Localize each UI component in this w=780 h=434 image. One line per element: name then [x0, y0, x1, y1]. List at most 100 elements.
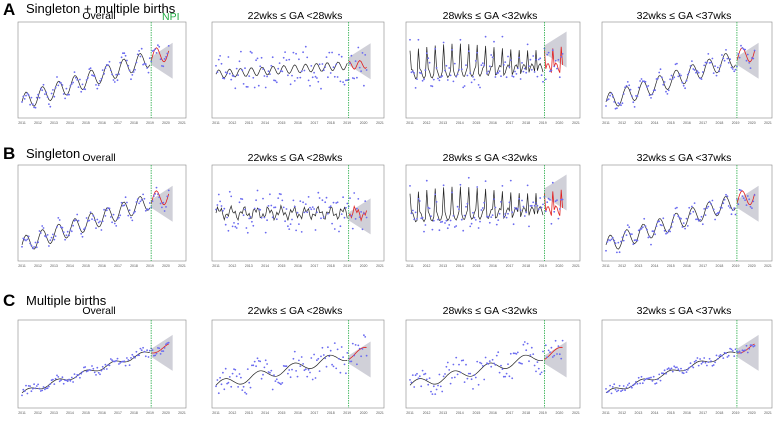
- x-tick-label: 2014: [261, 264, 269, 268]
- observed-point: [484, 35, 487, 38]
- observed-point: [483, 201, 486, 204]
- observed-point: [519, 362, 522, 365]
- x-tick-label: 2015: [82, 264, 90, 268]
- observed-point: [523, 215, 526, 217]
- observed-point: [474, 60, 477, 62]
- observed-point: [493, 198, 495, 200]
- observed-point: [299, 76, 302, 79]
- observed-point: [89, 369, 92, 372]
- observed-point: [53, 95, 56, 98]
- observed-point: [490, 216, 493, 218]
- x-tick-label: 2021: [764, 411, 772, 415]
- observed-point: [278, 382, 281, 385]
- observed-point: [291, 74, 293, 77]
- observed-point: [651, 93, 654, 96]
- observed-point: [346, 202, 349, 205]
- observed-point: [270, 64, 273, 67]
- x-tick-label: 2020: [162, 121, 170, 125]
- x-tick-label: 2014: [456, 411, 464, 415]
- x-tick-label: 2020: [748, 264, 756, 268]
- observed-point: [715, 354, 718, 357]
- observed-point: [293, 205, 296, 208]
- observed-point: [697, 219, 700, 222]
- observed-point: [275, 218, 278, 221]
- observed-point: [324, 357, 327, 360]
- observed-point: [544, 78, 547, 81]
- fitted-line: [215, 61, 348, 79]
- chart-panel-b-1: Overall 2011 2012 2013 2014 2015 2016 2017 2018 2…: [8, 152, 190, 275]
- observed-point: [127, 214, 130, 217]
- row-a-title: Singleton + multiple births: [26, 1, 176, 16]
- observed-point: [633, 383, 636, 386]
- plot-frame: [601, 21, 773, 119]
- observed-point: [494, 364, 497, 366]
- x-tick-label: 2020: [556, 411, 564, 415]
- observed-point: [288, 228, 291, 230]
- observed-point: [640, 375, 643, 378]
- observed-point: [472, 76, 474, 78]
- observed-point: [162, 201, 165, 204]
- observed-point: [154, 48, 157, 50]
- observed-point: [533, 364, 536, 367]
- observed-point: [546, 356, 549, 358]
- observed-point: [61, 376, 64, 379]
- observed-point: [444, 69, 446, 72]
- observed-point: [483, 64, 486, 67]
- observed-point: [116, 79, 119, 82]
- observed-point: [266, 363, 268, 365]
- observed-point: [27, 235, 30, 238]
- observed-point: [631, 386, 633, 389]
- observed-point: [284, 365, 286, 368]
- observed-point: [135, 61, 138, 64]
- observed-point: [103, 368, 105, 370]
- observed-point: [425, 52, 428, 55]
- observed-point: [689, 362, 692, 365]
- observed-point: [641, 226, 644, 229]
- observed-point: [609, 239, 611, 242]
- observed-point: [356, 76, 358, 79]
- observed-point: [306, 375, 309, 378]
- observed-point: [31, 387, 34, 390]
- observed-point: [470, 222, 473, 225]
- observed-point: [87, 77, 89, 79]
- observed-point: [316, 77, 318, 79]
- plot-frame: [17, 164, 187, 262]
- observed-point: [44, 388, 46, 391]
- observed-point: [223, 207, 226, 210]
- observed-point: [118, 216, 120, 219]
- observed-point: [363, 212, 365, 215]
- observed-point: [507, 55, 509, 58]
- observed-point: [696, 70, 699, 72]
- observed-point: [684, 369, 686, 371]
- observed-point: [217, 58, 220, 61]
- observed-point: [81, 371, 84, 373]
- observed-point: [57, 376, 60, 378]
- observed-point: [228, 190, 231, 193]
- observed-point: [289, 83, 292, 86]
- observed-point: [353, 77, 356, 80]
- observed-point: [248, 381, 251, 384]
- observed-point: [42, 227, 45, 229]
- observed-point: [695, 71, 697, 74]
- observed-point: [30, 390, 33, 393]
- observed-point: [327, 346, 329, 349]
- observed-point: [431, 393, 434, 395]
- observed-point: [296, 77, 299, 79]
- observed-point: [263, 216, 266, 219]
- observed-point: [255, 365, 257, 368]
- observed-point: [438, 229, 441, 232]
- panel-title: 32wks ≤ GA <37wks: [636, 152, 732, 164]
- observed-point: [69, 85, 72, 87]
- x-tick-label: 2013: [439, 121, 447, 125]
- observed-point: [738, 56, 741, 59]
- observed-point: [669, 230, 671, 233]
- observed-point: [92, 74, 95, 77]
- observed-point: [731, 68, 734, 70]
- observed-point: [57, 84, 60, 87]
- observed-point: [665, 90, 667, 93]
- observed-point: [151, 200, 154, 203]
- observed-point: [476, 186, 479, 188]
- observed-point: [752, 345, 755, 348]
- observed-point: [111, 73, 113, 76]
- observed-point: [549, 70, 551, 73]
